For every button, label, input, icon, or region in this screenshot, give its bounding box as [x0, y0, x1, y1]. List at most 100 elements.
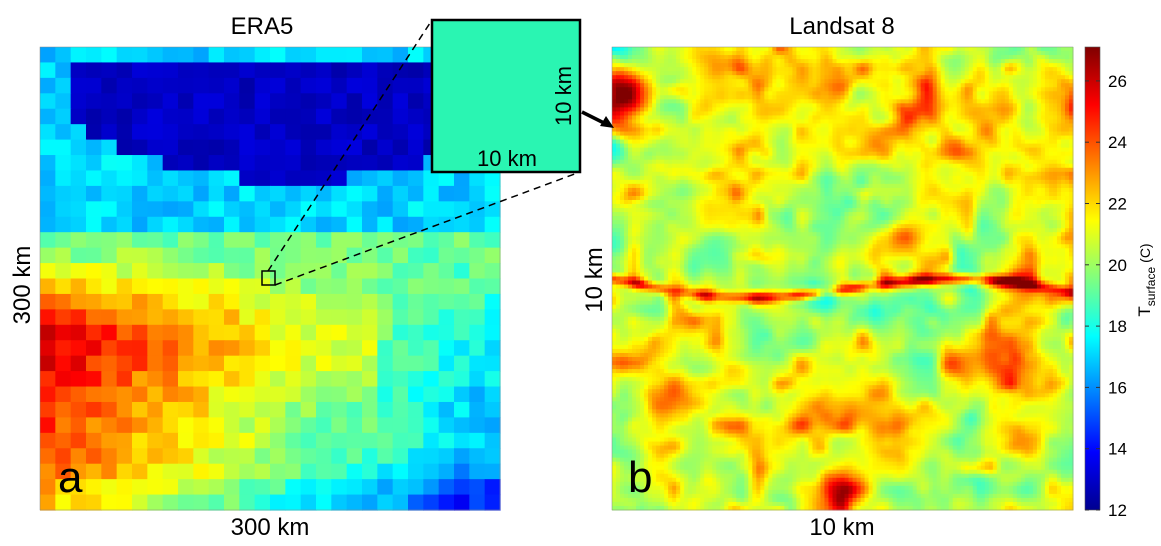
era5-cell — [178, 309, 194, 326]
landsat-cell — [816, 123, 821, 129]
era5-cell — [132, 108, 148, 125]
landsat-cell — [712, 51, 717, 56]
era5-cell — [316, 77, 332, 94]
landsat-cell — [1064, 147, 1070, 153]
landsat-cell — [696, 55, 701, 60]
landsat-cell — [1000, 159, 1006, 165]
landsat-cell — [948, 155, 954, 161]
landsat-cell — [1028, 75, 1034, 80]
landsat-cell — [948, 151, 954, 157]
landsat-cell — [992, 167, 998, 173]
landsat-cell — [764, 167, 769, 173]
landsat-cell — [768, 87, 773, 92]
landsat-cell — [916, 87, 922, 92]
landsat-cell — [712, 155, 717, 161]
landsat-cell — [1060, 171, 1066, 177]
era5-cell — [162, 417, 179, 434]
era5-cell — [193, 401, 210, 418]
landsat-cell — [972, 171, 978, 177]
landsat-cell — [888, 179, 894, 185]
era5-cell — [162, 185, 179, 202]
landsat-cell — [968, 55, 974, 60]
landsat-cell — [732, 59, 737, 64]
landsat-cell — [620, 55, 625, 60]
landsat-cell — [924, 139, 930, 145]
landsat-cell — [668, 135, 673, 141]
era5-cell — [469, 185, 486, 202]
landsat-cell — [1048, 59, 1054, 64]
era5-cell — [86, 278, 102, 295]
era5-cell — [116, 185, 133, 202]
landsat-cell — [1000, 55, 1006, 60]
landsat-cell — [724, 131, 729, 137]
landsat-cell — [748, 163, 753, 169]
landsat-cell — [912, 115, 918, 120]
landsat-cell — [652, 91, 657, 96]
landsat-cell — [904, 83, 910, 88]
landsat-cell — [904, 63, 910, 68]
era5-cell — [55, 170, 72, 187]
landsat-cell — [904, 95, 910, 100]
era5-cell — [116, 309, 133, 326]
era5-cell — [300, 463, 317, 480]
landsat-cell — [632, 143, 637, 149]
landsat-cell — [900, 127, 906, 133]
landsat-cell — [740, 183, 745, 189]
landsat-cell — [820, 175, 825, 181]
landsat-cell — [620, 71, 625, 76]
landsat-cell — [1064, 107, 1070, 112]
landsat-cell — [792, 71, 797, 76]
landsat-cell — [788, 183, 793, 189]
landsat-cell — [1008, 179, 1014, 185]
landsat-cell — [952, 51, 958, 56]
era5-cell — [193, 47, 210, 64]
landsat-cell — [920, 107, 926, 112]
landsat-cell — [820, 55, 825, 60]
era5-cell — [224, 93, 240, 110]
landsat-cell — [796, 131, 801, 137]
landsat-cell — [676, 147, 681, 153]
landsat-cell — [724, 123, 729, 129]
landsat-cell — [668, 159, 673, 165]
landsat-cell — [724, 151, 729, 157]
landsat-cell — [1052, 127, 1058, 133]
landsat-cell — [644, 63, 649, 68]
landsat-cell — [948, 147, 954, 153]
landsat-cell — [992, 95, 998, 100]
landsat-cell — [1036, 103, 1042, 108]
landsat-cell — [776, 103, 781, 108]
landsat-cell — [808, 103, 813, 108]
landsat-cell — [664, 179, 669, 185]
landsat-cell — [732, 67, 737, 72]
landsat-cell — [656, 127, 661, 133]
landsat-cell — [820, 91, 825, 96]
landsat-cell — [920, 59, 926, 64]
landsat-cell — [804, 51, 809, 56]
landsat-cell — [912, 127, 918, 133]
landsat-cell — [692, 155, 697, 161]
era5-cell — [239, 432, 256, 449]
landsat-cell — [812, 175, 817, 181]
era5-cell — [346, 371, 363, 388]
landsat-cell — [900, 135, 906, 141]
landsat-cell — [1040, 143, 1046, 149]
landsat-cell — [648, 187, 653, 193]
landsat-cell — [1036, 115, 1042, 120]
era5-cell — [316, 232, 332, 249]
landsat-cell — [928, 151, 934, 157]
landsat-cell — [1032, 115, 1038, 120]
era5-cell — [331, 62, 348, 79]
landsat-cell — [880, 187, 886, 193]
landsat-cell — [944, 107, 950, 112]
landsat-cell — [820, 119, 825, 124]
landsat-cell — [848, 175, 854, 181]
landsat-cell — [836, 51, 841, 56]
landsat-cell — [748, 175, 753, 181]
era5-cell — [362, 417, 378, 434]
landsat-cell — [736, 171, 741, 177]
landsat-cell — [724, 63, 729, 68]
landsat-cell — [844, 51, 850, 56]
landsat-cell — [856, 115, 862, 120]
landsat-cell — [848, 143, 854, 149]
landsat-cell — [968, 99, 974, 104]
